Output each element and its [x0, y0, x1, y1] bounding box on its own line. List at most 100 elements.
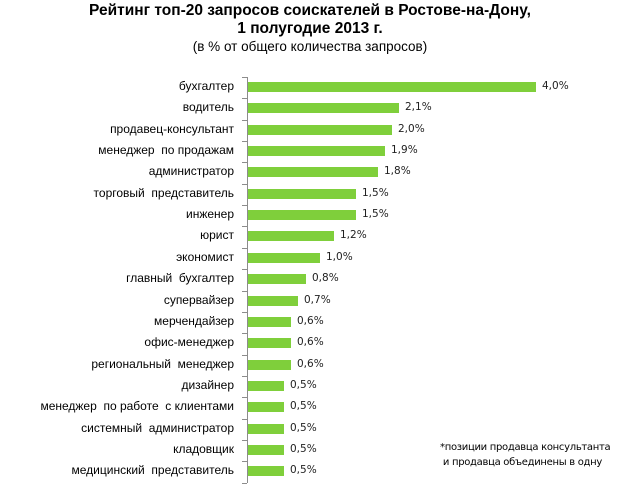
y-axis-tick — [242, 120, 247, 121]
bar-row: супервайзер 0,7% — [0, 291, 624, 312]
category-label: региональный менеджер — [91, 357, 234, 371]
y-axis-tick — [242, 376, 247, 377]
bar — [248, 103, 399, 113]
bar-row: главный бухгалтер 0,8% — [0, 269, 624, 290]
category-label: дизайнер — [181, 378, 234, 392]
y-axis-tick — [242, 77, 247, 78]
value-label: 0,5% — [290, 400, 317, 412]
category-label: главный бухгалтер — [126, 271, 234, 285]
value-label: 0,7% — [304, 294, 331, 306]
bar-row: мерчендайзер 0,6% — [0, 312, 624, 333]
bar — [248, 402, 284, 412]
category-label: инженер — [185, 207, 234, 221]
y-axis-tick — [242, 98, 247, 99]
value-label: 2,1% — [405, 101, 432, 113]
bar-row: юрист 1,2% — [0, 226, 624, 247]
value-label: 0,6% — [297, 336, 324, 348]
y-axis-tick — [242, 333, 247, 334]
bar-row: торговый представитель 1,5% — [0, 184, 624, 205]
bar-row: водитель 2,1% — [0, 98, 624, 119]
bar-row: офис-менеджер 0,6% — [0, 333, 624, 354]
bar — [248, 274, 306, 284]
bar — [248, 296, 298, 306]
category-label: продавец-консультант — [110, 122, 234, 136]
y-axis-tick — [242, 440, 247, 441]
y-axis-tick — [242, 483, 247, 484]
bar-row: региональный менеджер 0,6% — [0, 355, 624, 376]
y-axis — [247, 77, 248, 483]
bar — [248, 82, 536, 92]
y-axis-tick — [242, 248, 247, 249]
y-axis-tick — [242, 291, 247, 292]
value-label: 1,0% — [326, 251, 353, 263]
value-label: 1,5% — [362, 187, 389, 199]
bar-row: медицинский представитель 0,5% — [0, 461, 624, 482]
value-label: 4,0% — [542, 80, 569, 92]
category-label: медицинский представитель — [71, 463, 234, 477]
value-label: 2,0% — [398, 123, 425, 135]
y-axis-tick — [242, 397, 247, 398]
bar — [248, 338, 291, 348]
category-label: менеджер по работе с клиентами — [40, 399, 234, 413]
category-label: офис-менеджер — [144, 335, 234, 349]
value-label: 0,6% — [297, 358, 324, 370]
y-axis-tick — [242, 226, 247, 227]
category-label: супервайзер — [163, 293, 234, 307]
bar — [248, 146, 385, 156]
bar-row: дизайнер 0,5% — [0, 376, 624, 397]
chart-title: Рейтинг топ-20 запросов соискателей в Ро… — [89, 2, 531, 19]
bar — [248, 360, 291, 370]
bar-row: менеджер по работе с клиентами 0,5% — [0, 397, 624, 418]
y-axis-tick — [242, 184, 247, 185]
value-label: 0,5% — [290, 422, 317, 434]
category-label: кладовщик — [173, 442, 234, 456]
value-label: 0,5% — [290, 443, 317, 455]
bar-row: продавец-консультант 2,0% — [0, 120, 624, 141]
bar — [248, 189, 356, 199]
bar — [248, 317, 291, 327]
bar-row: кладовщик 0,5% — [0, 440, 624, 461]
y-axis-tick — [242, 269, 247, 270]
category-label: экономист — [176, 250, 234, 264]
bar — [248, 253, 320, 263]
category-label: водитель — [182, 100, 234, 114]
category-label: торговый представитель — [93, 186, 234, 200]
chart-title-line2: 1 полугодие 2013 г. — [237, 20, 383, 37]
value-label: 1,8% — [384, 165, 411, 177]
bar — [248, 424, 284, 434]
category-label: системный администратор — [81, 421, 234, 435]
y-axis-tick — [242, 355, 247, 356]
bar — [248, 210, 356, 220]
y-axis-tick — [242, 141, 247, 142]
category-label: менеджер по продажам — [98, 143, 234, 157]
bar-row: экономист 1,0% — [0, 248, 624, 269]
footnote-line2: и продавца объединены в одну — [440, 457, 602, 468]
bar-row: системный администратор 0,5% — [0, 419, 624, 440]
bar — [248, 445, 284, 455]
bar-row: администратор 1,8% — [0, 162, 624, 183]
value-label: 0,8% — [312, 272, 339, 284]
category-label: юрист — [200, 228, 234, 242]
chart-subtitle: (в % от общего количества запросов) — [192, 39, 428, 54]
y-axis-tick — [242, 312, 247, 313]
value-label: 1,5% — [362, 208, 389, 220]
value-label: 0,6% — [297, 315, 324, 327]
bar — [248, 167, 378, 177]
bar — [248, 381, 284, 391]
category-label: бухгалтер — [178, 79, 234, 93]
value-label: 0,5% — [290, 464, 317, 476]
bar-row: менеджер по продажам 1,9% — [0, 141, 624, 162]
bar — [248, 125, 392, 135]
bar — [248, 466, 284, 476]
value-label: 0,5% — [290, 379, 317, 391]
footnote-line1: *позиции продавца консультанта — [440, 442, 611, 453]
bar-row: инженер 1,5% — [0, 205, 624, 226]
category-label: мерчендайзер — [154, 314, 234, 328]
value-label: 1,2% — [340, 229, 367, 241]
bar — [248, 231, 334, 241]
y-axis-tick — [242, 205, 247, 206]
y-axis-tick — [242, 461, 247, 462]
y-axis-tick — [242, 419, 247, 420]
value-label: 1,9% — [391, 144, 418, 156]
footnote: *позиции продавца консультанта и продавц… — [440, 440, 611, 470]
